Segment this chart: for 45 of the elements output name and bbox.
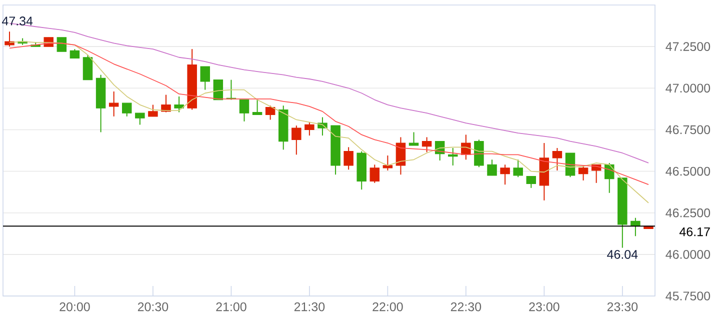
candlestick <box>135 112 145 126</box>
candlestick <box>304 122 314 136</box>
x-tick-label: 20:30 <box>138 302 168 312</box>
candlestick <box>82 54 93 80</box>
annotation: 47.34 <box>2 16 33 26</box>
candlestick <box>500 164 510 186</box>
candlestick <box>487 159 497 176</box>
candlestick <box>513 159 523 178</box>
x-tick-label: 20:00 <box>60 302 90 312</box>
y-tick-label: 47.0000 <box>666 84 710 93</box>
candlestick <box>396 136 406 176</box>
candlestick <box>174 96 184 113</box>
y-tick-label: 47.2500 <box>666 42 710 51</box>
candlestick <box>70 48 80 59</box>
x-tick-label: 21:30 <box>294 302 325 312</box>
x-tick-label: 23:00 <box>529 302 560 312</box>
x-tick-label: 22:30 <box>450 302 482 312</box>
candlestick <box>122 102 132 117</box>
y-tick-label: 45.7500 <box>666 292 710 300</box>
candlestick <box>56 36 67 52</box>
candlestick <box>108 90 119 117</box>
candlestick <box>239 99 250 122</box>
y-tick-label: 46.5000 <box>666 166 710 176</box>
x-tick-label: 22:00 <box>372 302 403 312</box>
candlestick <box>408 132 419 146</box>
y-tick-label: 46.0000 <box>666 250 710 259</box>
ref-line-label: 46.17 <box>679 227 710 236</box>
candlestick <box>552 148 562 171</box>
candlestick <box>292 125 302 156</box>
candlestick <box>382 154 393 171</box>
candlestick <box>370 164 380 184</box>
candlestick <box>265 105 276 120</box>
candlestick <box>526 176 536 188</box>
candlestick <box>148 104 158 117</box>
y-tick-label: 46.2500 <box>666 208 710 218</box>
y-tick-label: 46.7500 <box>666 125 710 134</box>
x-tick-label: 21:00 <box>216 302 246 312</box>
annotation: 46.04 <box>607 250 638 259</box>
candlestick <box>200 66 210 90</box>
candlestick <box>422 136 432 153</box>
x-tick-label: 23:30 <box>607 302 638 312</box>
candlestick <box>252 99 262 116</box>
candlestick <box>344 146 354 170</box>
candlestick <box>448 148 458 166</box>
candlestick <box>578 164 588 181</box>
